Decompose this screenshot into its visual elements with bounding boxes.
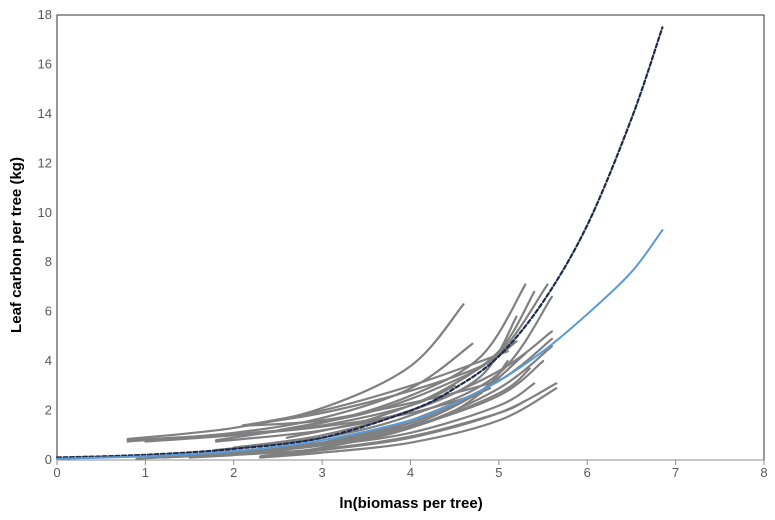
y-tick-label: 16 <box>38 56 52 71</box>
individual-tree-curve <box>188 399 527 459</box>
individual-tree-curve <box>259 387 558 459</box>
x-tick-label: 6 <box>584 465 591 480</box>
x-tick-label: 5 <box>495 465 502 480</box>
y-tick-label: 8 <box>45 254 52 269</box>
x-tick-label: 8 <box>760 465 767 480</box>
y-tick-label: 12 <box>38 155 52 170</box>
fitted-curve-dashed <box>55 26 664 459</box>
individual-tree-curve <box>241 360 509 454</box>
y-tick-label: 0 <box>45 452 52 467</box>
x-tick-label: 2 <box>230 465 237 480</box>
y-tick-label: 2 <box>45 403 52 418</box>
x-tick-label: 0 <box>53 465 60 480</box>
x-axis-title: ln(biomass per tree) <box>339 495 482 512</box>
y-tick-label: 4 <box>45 353 52 368</box>
y-tick-label: 18 <box>38 7 52 22</box>
individual-tree-curve <box>126 303 465 441</box>
x-tick-label: 7 <box>672 465 679 480</box>
y-tick-label: 14 <box>38 106 52 121</box>
y-axis-title: Leaf carbon per tree (kg) <box>8 157 25 333</box>
x-tick-label: 3 <box>319 465 326 480</box>
individual-tree-curve <box>276 283 549 432</box>
individual-tree-curve <box>285 290 536 439</box>
fitted-curve-blue <box>56 229 664 460</box>
x-tick-label: 1 <box>142 465 149 480</box>
y-tick-label: 10 <box>38 205 52 220</box>
individual-tree-curve <box>250 377 500 427</box>
individual-tree-curve <box>250 350 509 426</box>
series-layer <box>55 26 664 460</box>
x-tick-label: 4 <box>407 465 414 480</box>
y-tick-label: 6 <box>45 304 52 319</box>
individual-tree-curve <box>215 295 553 452</box>
